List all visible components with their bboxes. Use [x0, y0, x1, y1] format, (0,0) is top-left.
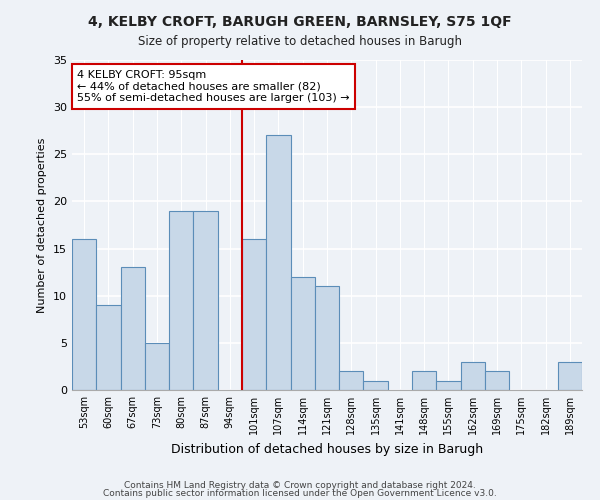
Bar [121, 268, 145, 390]
Bar [169, 211, 193, 390]
Bar [290, 277, 315, 390]
Bar [266, 136, 290, 390]
Bar [558, 362, 582, 390]
Bar [72, 239, 96, 390]
Bar [339, 371, 364, 390]
Bar [96, 305, 121, 390]
Bar [436, 380, 461, 390]
Bar [193, 211, 218, 390]
Bar [412, 371, 436, 390]
X-axis label: Distribution of detached houses by size in Barugh: Distribution of detached houses by size … [171, 442, 483, 456]
Text: 4, KELBY CROFT, BARUGH GREEN, BARNSLEY, S75 1QF: 4, KELBY CROFT, BARUGH GREEN, BARNSLEY, … [88, 15, 512, 29]
Bar [315, 286, 339, 390]
Bar [242, 239, 266, 390]
Text: 4 KELBY CROFT: 95sqm
← 44% of detached houses are smaller (82)
55% of semi-detac: 4 KELBY CROFT: 95sqm ← 44% of detached h… [77, 70, 350, 103]
Bar [461, 362, 485, 390]
Bar [485, 371, 509, 390]
Text: Size of property relative to detached houses in Barugh: Size of property relative to detached ho… [138, 35, 462, 48]
Text: Contains HM Land Registry data © Crown copyright and database right 2024.: Contains HM Land Registry data © Crown c… [124, 480, 476, 490]
Bar [364, 380, 388, 390]
Y-axis label: Number of detached properties: Number of detached properties [37, 138, 47, 312]
Bar [145, 343, 169, 390]
Text: Contains public sector information licensed under the Open Government Licence v3: Contains public sector information licen… [103, 489, 497, 498]
